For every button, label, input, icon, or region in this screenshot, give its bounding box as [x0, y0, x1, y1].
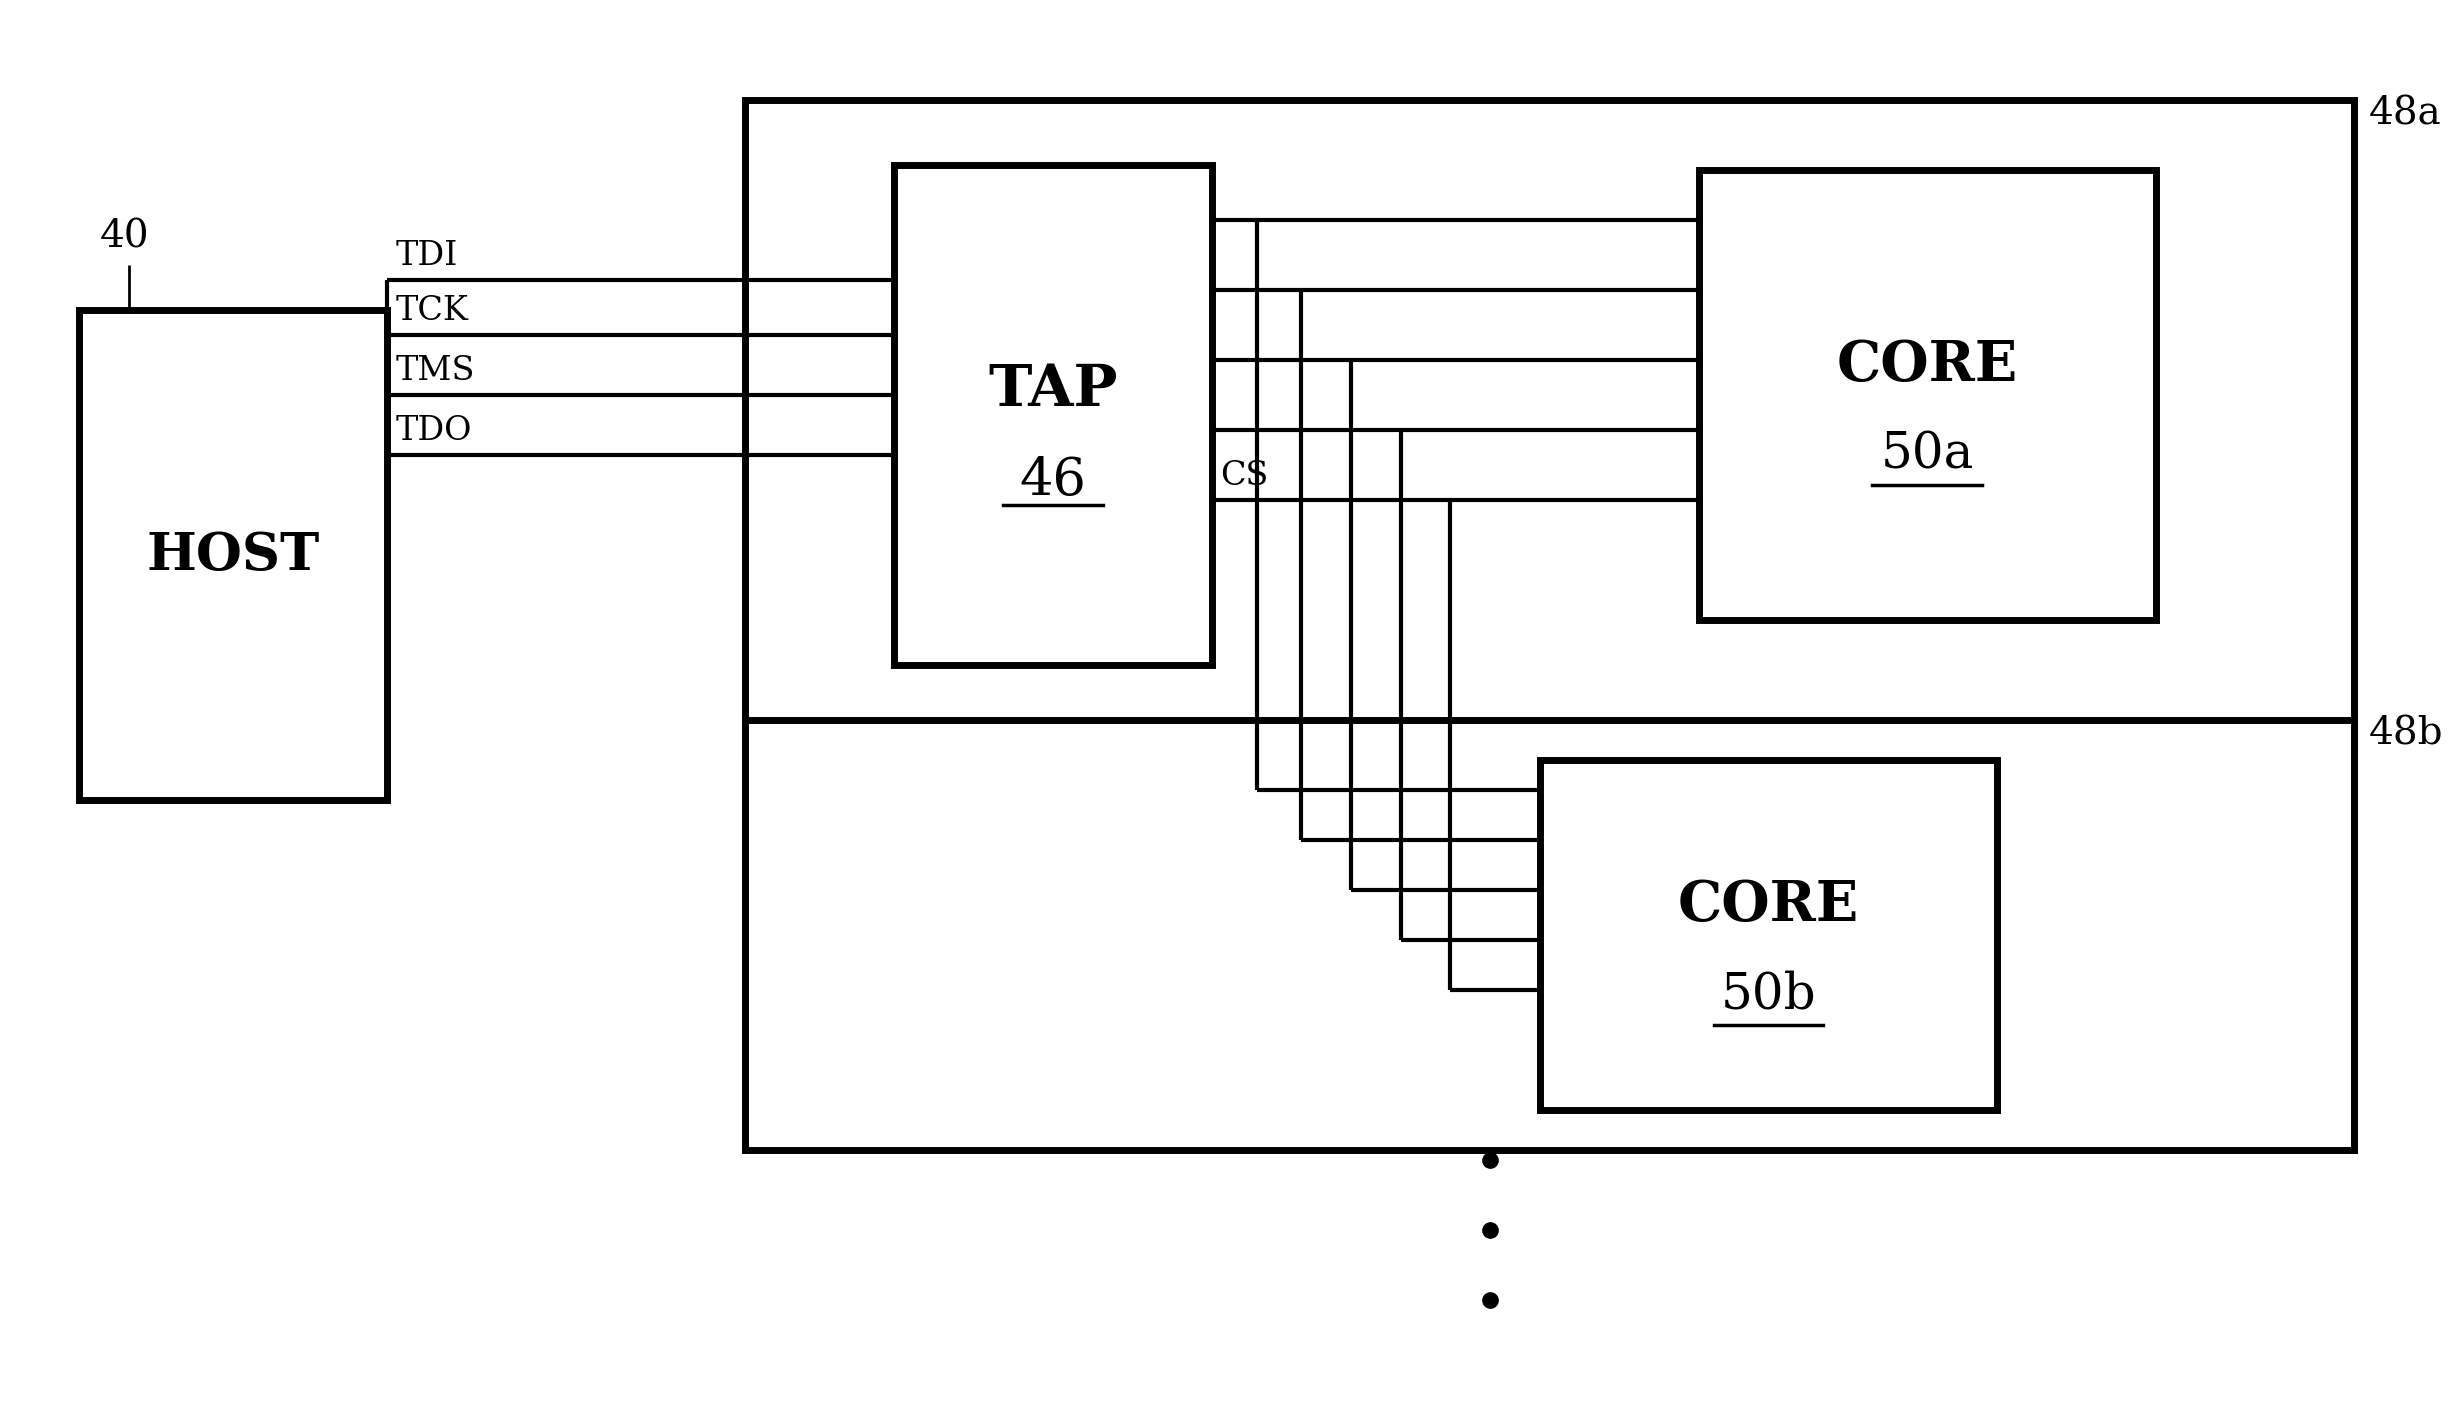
Bar [1697, 169, 2155, 619]
Text: CS: CS [1220, 460, 1269, 492]
Bar [745, 100, 2354, 751]
Text: CORE: CORE [1678, 878, 1860, 933]
Text: 46: 46 [1018, 454, 1087, 505]
Bar [893, 165, 1213, 665]
Text: TCK: TCK [396, 295, 467, 327]
Text: TDO: TDO [396, 415, 472, 447]
Bar [1540, 761, 1998, 1110]
Text: 50a: 50a [1879, 430, 1973, 480]
Text: TDI: TDI [396, 240, 458, 272]
Text: 48a: 48a [2369, 95, 2443, 133]
Text: TAP: TAP [989, 363, 1117, 418]
Bar [745, 720, 2354, 1150]
Text: CORE: CORE [1838, 337, 2017, 392]
Text: TMS: TMS [396, 356, 475, 387]
Text: HOST: HOST [148, 529, 320, 580]
Text: 40: 40 [98, 219, 150, 255]
Text: 50b: 50b [1720, 971, 1815, 1020]
Bar [79, 310, 386, 800]
Text: 48b: 48b [2369, 715, 2443, 752]
